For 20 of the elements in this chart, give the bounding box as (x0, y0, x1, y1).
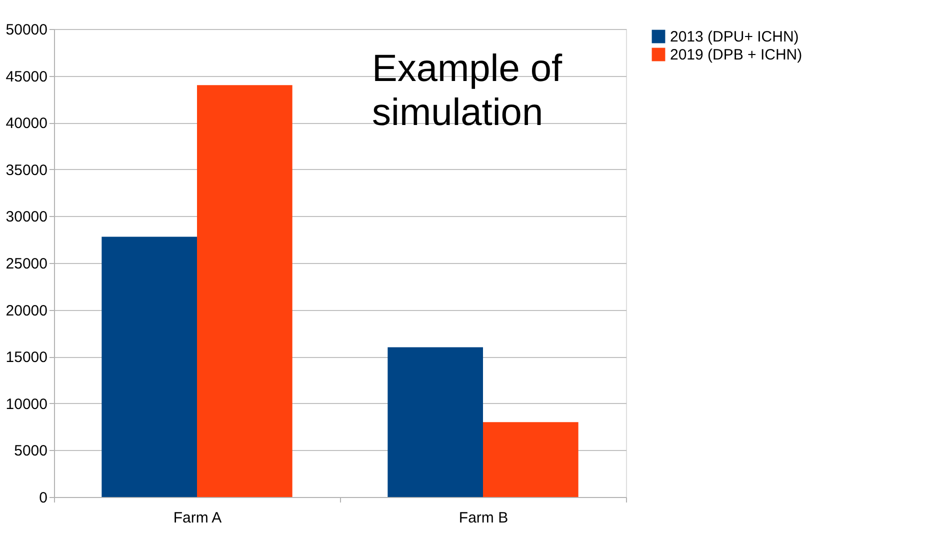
bar (483, 422, 578, 497)
y-tick-label: 20000 (6, 302, 48, 320)
y-tick-label: 30000 (6, 208, 48, 226)
x-tick-label: Farm A (173, 510, 222, 526)
y-tick-label: 5000 (14, 442, 48, 460)
bar (197, 85, 292, 497)
y-tick-label: 45000 (6, 68, 48, 86)
annotation: Example of simulation (372, 48, 563, 134)
y-tick-label: 0 (39, 490, 48, 506)
y-tick-label: 35000 (6, 162, 48, 179)
x-tick-label: Farm B (458, 510, 508, 526)
y-tick-label: 50000 (6, 22, 48, 38)
bar (388, 347, 483, 497)
y-tick-label: 15000 (6, 349, 48, 366)
y-tick-label: 25000 (6, 256, 48, 272)
y-tick-label: 10000 (6, 396, 48, 413)
legend-label: 2013 (DPU+ ICHN) (670, 28, 799, 46)
y-tick-label: 40000 (6, 115, 48, 132)
legend-label: 2019 (DPB + ICHN) (670, 46, 802, 64)
bar (102, 236, 197, 497)
